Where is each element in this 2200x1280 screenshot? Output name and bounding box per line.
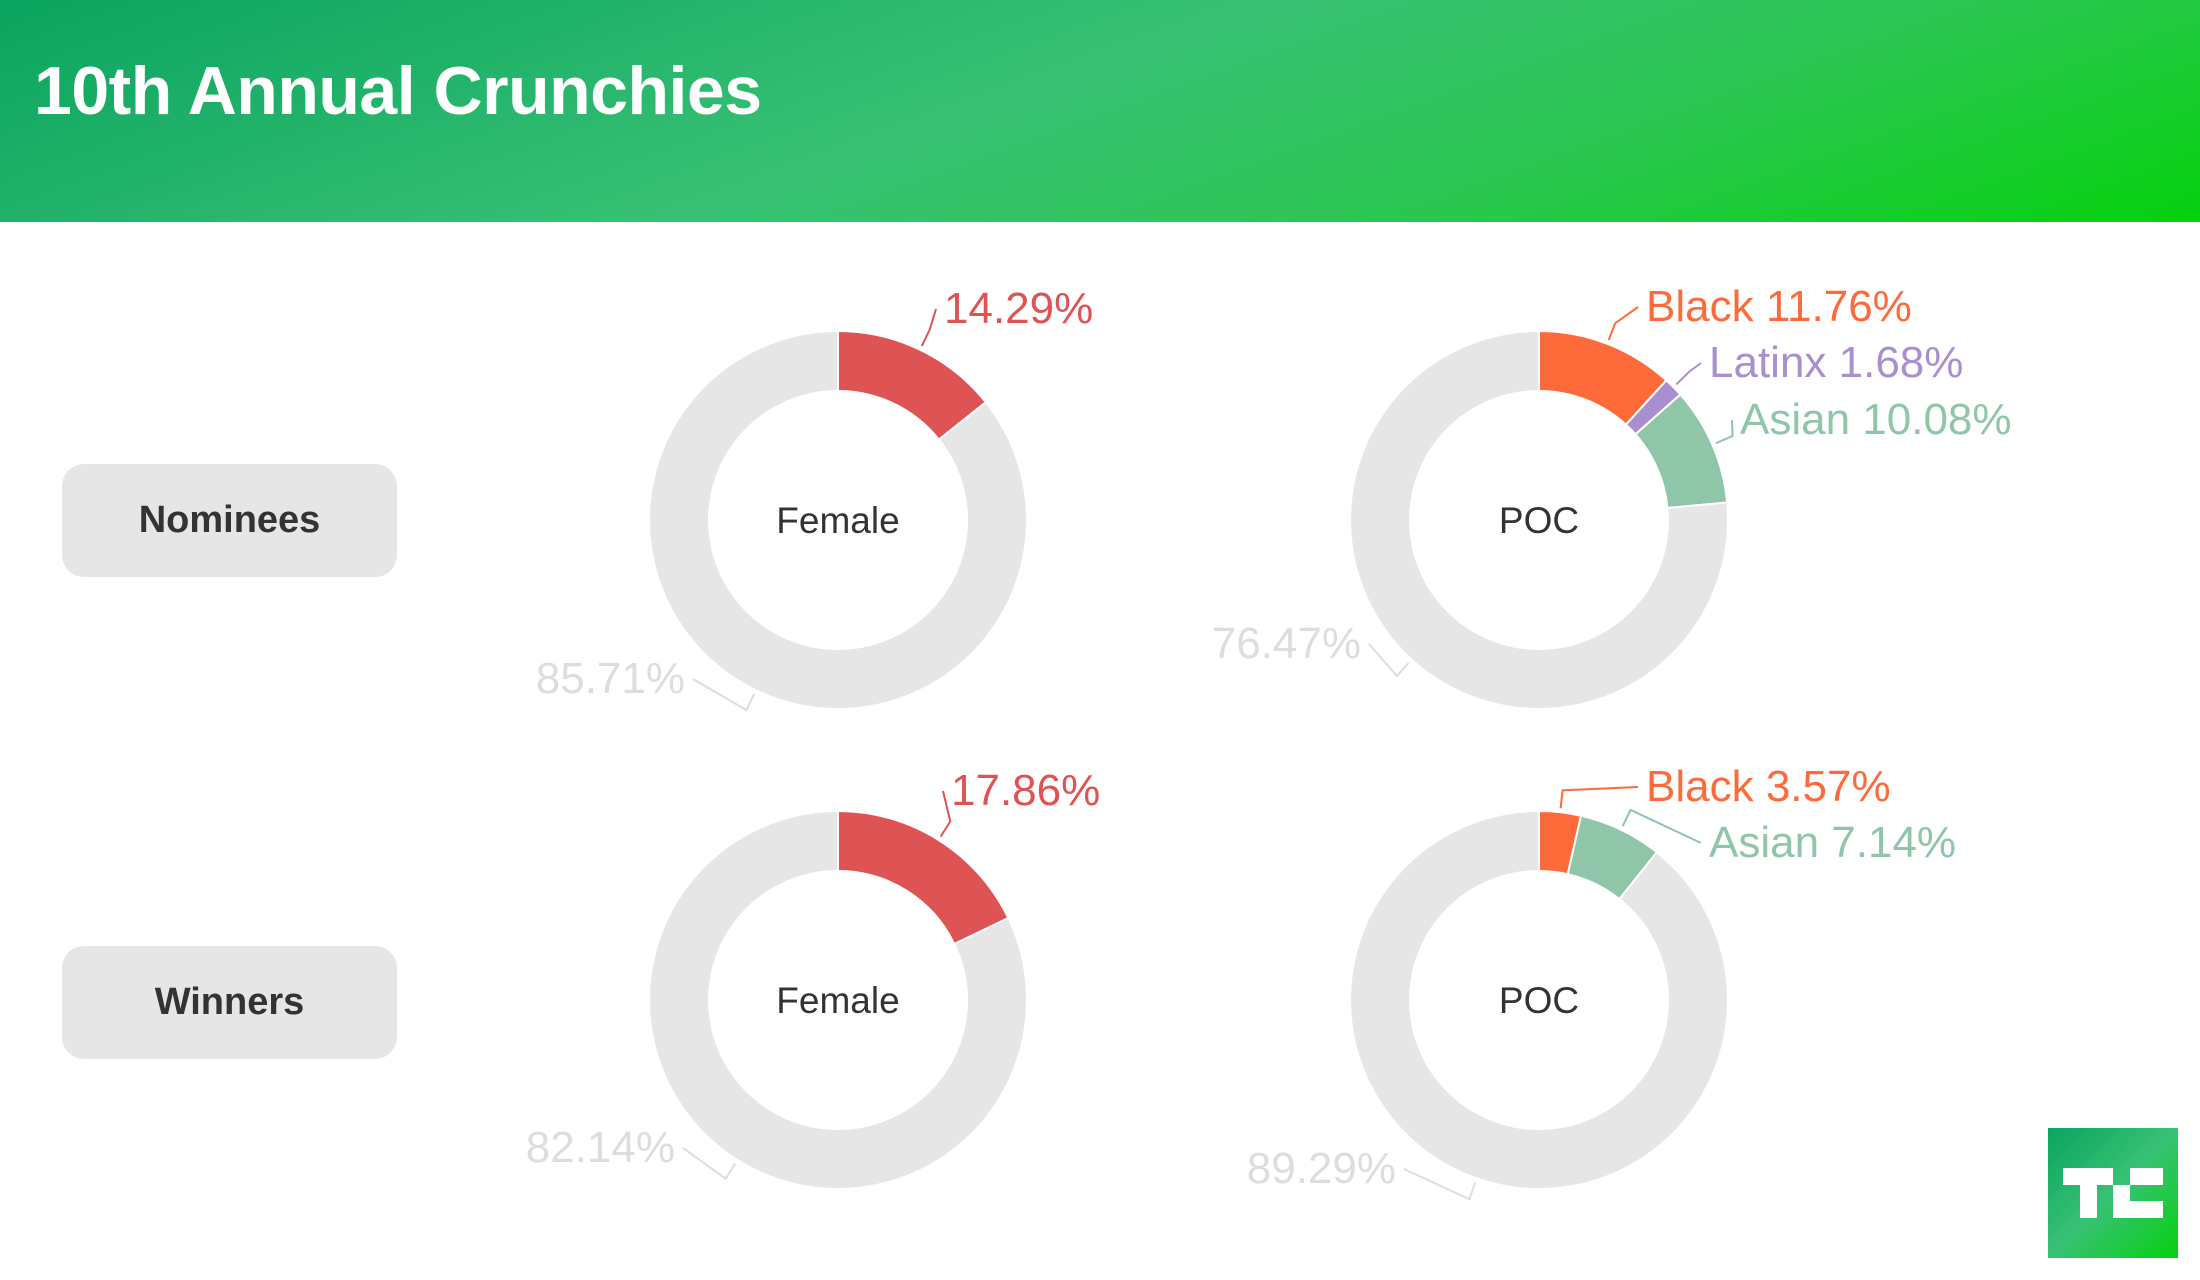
data-label-black: Black 11.76% <box>1646 282 1912 331</box>
leader-line <box>1607 306 1639 341</box>
slice-female <box>837 809 1010 946</box>
data-label-latinx: Latinx 1.68% <box>1709 338 1963 387</box>
center-label: POC <box>1499 500 1579 541</box>
page-title: 10th Annual Crunchies <box>34 53 762 129</box>
leader-line <box>1675 362 1702 386</box>
tc-logo-icon <box>2063 1168 2163 1218</box>
slice-other <box>1349 329 1729 710</box>
techcrunch-logo <box>2048 1128 2178 1258</box>
data-label-black: Black 3.57% <box>1646 762 1891 811</box>
row-label-nominees: Nominees <box>62 464 397 577</box>
data-label-female: 17.86% <box>951 766 1100 815</box>
data-label-other: 89.29% <box>1247 1144 1396 1193</box>
leader-line <box>682 1147 737 1181</box>
data-label-other: 85.71% <box>536 654 685 703</box>
data-label-other: 82.14% <box>526 1123 675 1172</box>
slice-other <box>648 809 1028 1190</box>
leader-line <box>1715 419 1734 445</box>
center-label: POC <box>1499 980 1579 1021</box>
data-label-female: 14.29% <box>944 284 1093 333</box>
row-label-winners: Winners <box>62 946 397 1059</box>
data-label-asian: Asian 10.08% <box>1740 395 2012 444</box>
leader-line <box>939 790 952 838</box>
center-label: Female <box>776 500 899 541</box>
leader-line <box>920 308 937 347</box>
leader-line <box>692 678 756 712</box>
leader-line <box>1403 1168 1477 1201</box>
slice-other <box>648 329 1028 710</box>
data-label-asian: Asian 7.14% <box>1709 818 1956 867</box>
leader-line <box>1621 808 1702 844</box>
leader-line <box>1559 786 1639 809</box>
leader-line <box>1368 643 1410 678</box>
data-label-other: 76.47% <box>1212 619 1361 668</box>
slice-other <box>1349 809 1729 1190</box>
header-banner: 10th Annual Crunchies <box>0 0 2200 222</box>
center-label: Female <box>776 980 899 1021</box>
